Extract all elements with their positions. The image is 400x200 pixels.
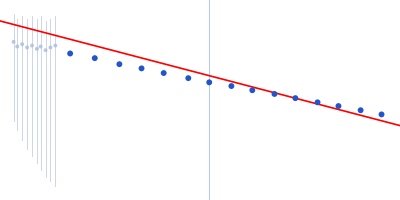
Point <box>271 92 278 96</box>
Point <box>38 45 44 48</box>
Point <box>249 89 256 92</box>
Point <box>34 47 40 50</box>
Point <box>19 43 25 46</box>
Point <box>358 109 364 112</box>
Point <box>185 77 192 80</box>
Point <box>206 81 212 84</box>
Point <box>52 44 58 47</box>
Point <box>138 67 145 70</box>
Point <box>116 63 122 66</box>
Point <box>14 45 20 48</box>
Point <box>29 44 35 47</box>
Point <box>292 97 298 100</box>
Point <box>228 84 234 88</box>
Point <box>42 49 49 52</box>
Point <box>67 52 73 55</box>
Point <box>24 46 30 49</box>
Point <box>47 46 54 49</box>
Point <box>378 113 385 116</box>
Point <box>10 40 17 43</box>
Point <box>314 101 321 104</box>
Point <box>92 57 98 60</box>
Point <box>160 71 167 75</box>
Point <box>335 104 342 108</box>
